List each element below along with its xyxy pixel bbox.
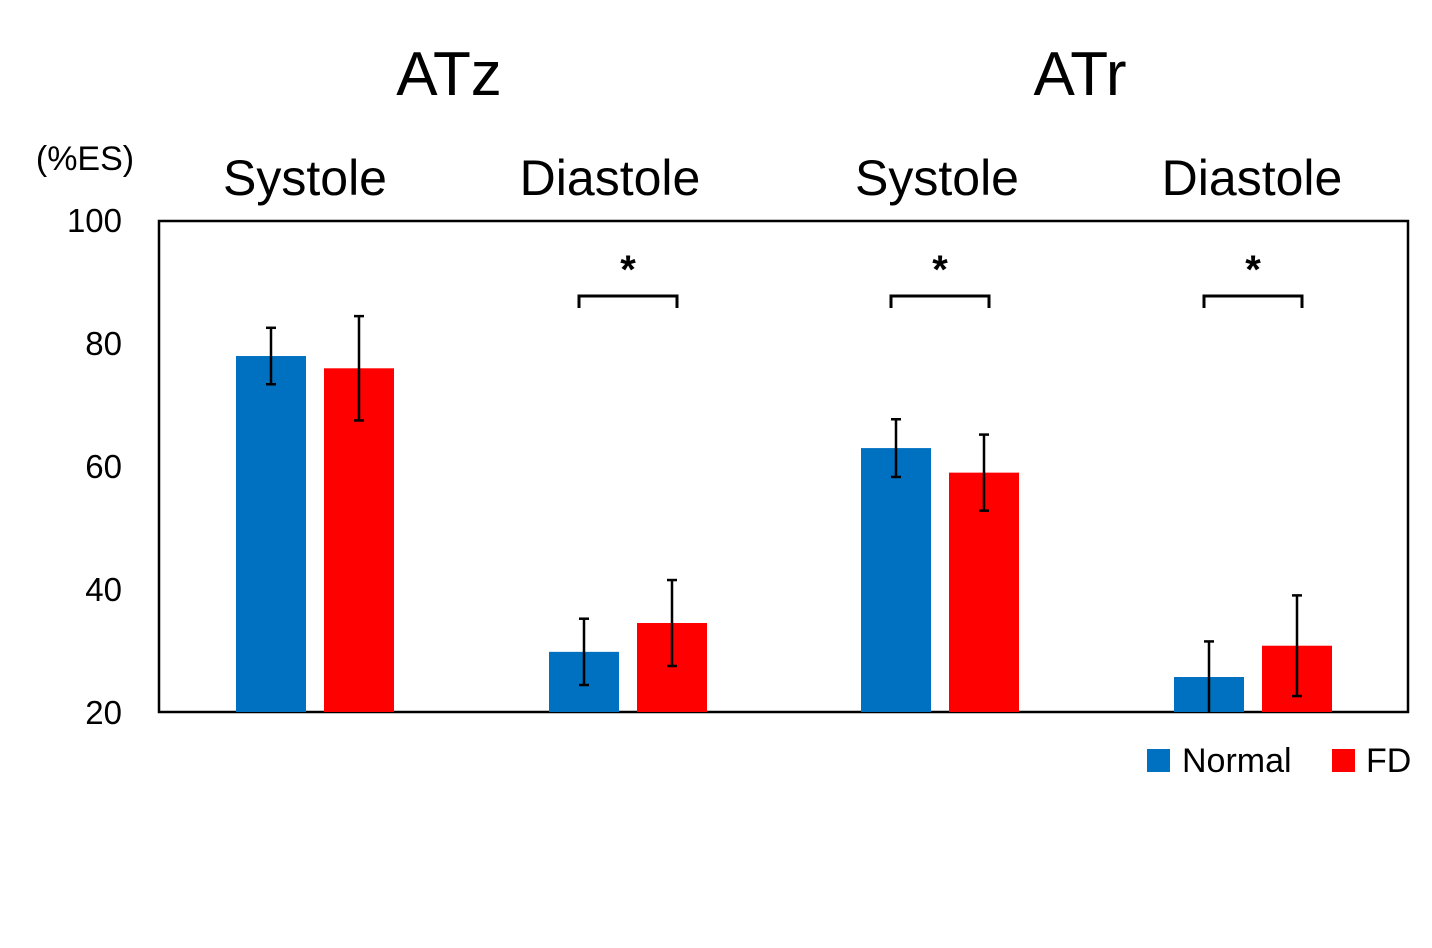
y-tick-label: 40 bbox=[85, 571, 122, 608]
error-bar-fd-1 bbox=[354, 314, 364, 422]
error-bar-normal-3 bbox=[891, 417, 901, 479]
y-tick-label: 100 bbox=[67, 202, 122, 239]
error-bars-layer bbox=[266, 314, 1302, 712]
significance-bracket-2 bbox=[577, 294, 679, 308]
legend-label-fd: FD bbox=[1366, 742, 1411, 780]
error-bar-normal-4 bbox=[1204, 640, 1214, 712]
plot-frame bbox=[157, 219, 1410, 714]
bar-fd-1 bbox=[324, 368, 394, 712]
y-tick-label: 80 bbox=[85, 325, 122, 362]
error-bar-fd-4 bbox=[1292, 594, 1302, 698]
y-axis-unit-label: (%ES) bbox=[36, 140, 134, 178]
legend-swatch-fd bbox=[1332, 749, 1355, 772]
bars-layer bbox=[236, 356, 1332, 712]
y-tick-label: 60 bbox=[85, 448, 122, 485]
legend-label-normal: Normal bbox=[1182, 742, 1292, 780]
error-bar-fd-2 bbox=[667, 578, 677, 668]
phase-label-atz-diastole: Diastole bbox=[520, 150, 701, 206]
significance-star-3: * bbox=[932, 248, 948, 292]
significance-star-4: * bbox=[1245, 248, 1261, 292]
group-title-atr: ATr bbox=[1034, 40, 1127, 109]
significance-star-2: * bbox=[620, 248, 636, 292]
significance-bracket-4 bbox=[1202, 294, 1304, 308]
legend-swatch-normal bbox=[1147, 749, 1170, 772]
significance-layer: * * * bbox=[577, 248, 1304, 308]
group-title-atz: ATz bbox=[396, 40, 502, 109]
bar-fd-3 bbox=[949, 472, 1019, 712]
error-bar-fd-3 bbox=[979, 433, 989, 512]
error-bar-normal-1 bbox=[266, 326, 276, 386]
bar-normal-3 bbox=[861, 448, 931, 712]
phase-label-atz-systole: Systole bbox=[223, 150, 387, 206]
bar-normal-1 bbox=[236, 356, 306, 712]
phase-label-atr-systole: Systole bbox=[855, 150, 1019, 206]
phase-label-atr-diastole: Diastole bbox=[1162, 150, 1343, 206]
error-bar-normal-2 bbox=[579, 617, 589, 687]
significance-bracket-3 bbox=[889, 294, 991, 308]
y-tick-label: 20 bbox=[85, 694, 122, 731]
